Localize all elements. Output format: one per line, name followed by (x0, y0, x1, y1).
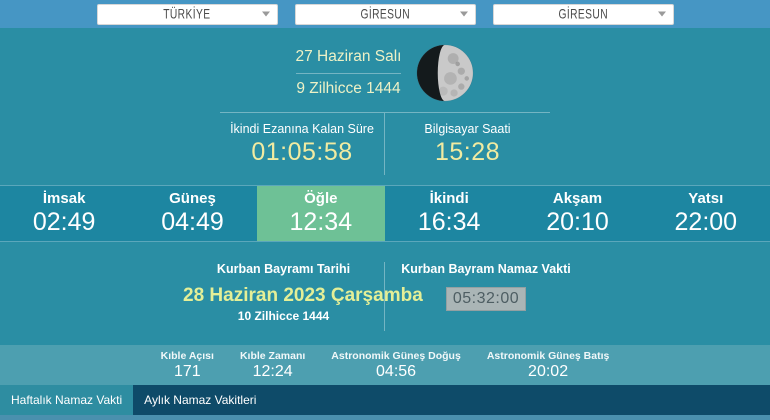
stat-label: Kıble Zamanı (239, 349, 306, 362)
moon-phase-icon (417, 44, 474, 102)
date-column: 27 Haziran Salı 9 Zilhicce 1444 (295, 48, 402, 98)
location-bar: TÜRKİYE GİRESUN GİRESUN (0, 0, 770, 28)
kurban-date-column: Kurban Bayramı Tarihi 28 Haziran 2023 Ça… (183, 262, 423, 331)
countdown-block: İkindi Ezanına Kalan Süre 01:05:58 Bilgi… (220, 112, 550, 175)
prayer-name: Güneş (169, 190, 216, 207)
prayer-name: İkindi (429, 190, 469, 207)
kurban-prayer-time-field[interactable]: 05:32:00 (445, 287, 527, 311)
prayer-time: 02:49 (32, 208, 96, 236)
district-select-value: GİRESUN (558, 6, 608, 22)
computer-clock-value: 15:28 (434, 138, 501, 166)
prayer-times-row: İmsak 02:49 Güneş 04:49 Öğle 12:34 İkind… (0, 185, 770, 242)
gregorian-date: 27 Haziran Salı (295, 48, 402, 65)
tab-monthly-prayer-times[interactable]: Aylık Namaz Vakitleri (144, 393, 257, 407)
prayer-time: 04:49 (161, 208, 224, 236)
prayer-name: Yatsı (688, 190, 724, 207)
prayer-time: 20:10 (546, 208, 609, 236)
stat-label: Kıble Açısı (160, 349, 214, 362)
kurban-date-hijri: 10 Zilhicce 1444 (237, 309, 330, 323)
country-select-value: TÜRKİYE (163, 6, 211, 22)
chevron-down-icon (459, 11, 468, 17)
stat-label: Astronomik Güneş Batış (486, 349, 610, 362)
kurban-date-value: 28 Haziran 2023 Çarşamba (183, 285, 423, 306)
kurban-bayram-section: Kurban Bayramı Tarihi 28 Haziran 2023 Ça… (0, 242, 770, 345)
prayer-name: Akşam (552, 190, 603, 207)
remaining-time-column: İkindi Ezanına Kalan Süre 01:05:58 (220, 113, 385, 175)
country-select[interactable]: TÜRKİYE (96, 3, 278, 25)
prayer-time: 16:34 (417, 208, 481, 236)
stat-value: 20:02 (528, 362, 569, 380)
chevron-down-icon (261, 11, 270, 17)
kurban-date-label: Kurban Bayramı Tarihi (216, 262, 351, 276)
stats-band: Kıble Açısı 171 Kıble Zamanı 12:24 Astro… (0, 345, 770, 385)
prayer-cell-yatsi: Yatsı 22:00 (642, 186, 770, 241)
prayer-cell-ogle-active: Öğle 12:34 (256, 186, 385, 241)
computer-clock-label: Bilgisayar Saati (424, 122, 511, 136)
computer-clock-column: Bilgisayar Saati 15:28 (385, 113, 550, 175)
tab-weekly-prayer-times[interactable]: Haftalık Namaz Vakti (0, 385, 134, 415)
stat-astronomical-sunrise: Astronomik Güneş Doğuş 04:56 (331, 350, 461, 381)
remaining-time-value: 01:05:58 (251, 138, 353, 166)
kurban-prayer-label: Kurban Bayram Namaz Vakti (401, 262, 571, 276)
stat-astronomical-sunset: Astronomik Güneş Batış 20:02 (487, 350, 610, 381)
bottom-strip (0, 415, 770, 420)
stat-value: 12:24 (252, 362, 293, 380)
prayer-cell-ikindi: İkindi 16:34 (385, 186, 513, 241)
stat-qibla-time: Kıble Zamanı 12:24 (240, 350, 305, 381)
prayer-cell-imsak: İmsak 02:49 (0, 186, 128, 241)
stat-label: Astronomik Güneş Doğuş (331, 349, 461, 362)
prayer-cell-gunes: Güneş 04:49 (128, 186, 256, 241)
stat-qibla-angle: Kıble Açısı 171 (161, 350, 214, 381)
city-select[interactable]: GİRESUN (294, 3, 476, 25)
prayer-name: Öğle (304, 190, 338, 207)
header-section: 27 Haziran Salı 9 Zilhicce 1444 İkindi E… (0, 28, 770, 185)
hijri-date: 9 Zilhicce 1444 (295, 73, 402, 98)
city-select-value: GİRESUN (360, 6, 410, 22)
district-select[interactable]: GİRESUN (492, 3, 674, 25)
chevron-down-icon (657, 11, 666, 17)
prayer-name: İmsak (42, 190, 86, 207)
date-block: 27 Haziran Salı 9 Zilhicce 1444 (295, 44, 475, 102)
prayer-cell-aksam: Akşam 20:10 (513, 186, 641, 241)
stat-value: 04:56 (376, 362, 417, 380)
stat-value: 171 (173, 362, 201, 380)
bottom-tab-bar: Haftalık Namaz Vakti Aylık Namaz Vakitle… (0, 385, 770, 415)
prayer-time: 12:34 (289, 208, 353, 236)
kurban-prayer-column: Kurban Bayram Namaz Vakti 05:32:00 (385, 242, 587, 345)
prayer-time: 22:00 (674, 208, 738, 236)
remaining-time-label: İkindi Ezanına Kalan Süre (230, 122, 374, 136)
